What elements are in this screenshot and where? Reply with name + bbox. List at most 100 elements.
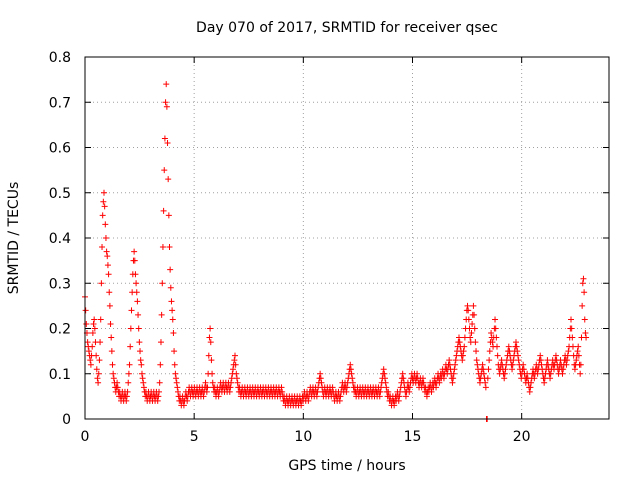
data-point bbox=[168, 298, 175, 305]
data-point bbox=[206, 334, 213, 341]
data-point bbox=[131, 257, 138, 264]
data-point bbox=[156, 379, 163, 386]
data-point bbox=[89, 343, 96, 350]
data-point bbox=[163, 81, 170, 88]
data-point bbox=[433, 384, 440, 391]
x-tick-label: 15 bbox=[404, 429, 422, 445]
data-point bbox=[135, 325, 142, 332]
data-point bbox=[137, 357, 144, 364]
data-point bbox=[451, 366, 458, 373]
data-point bbox=[489, 339, 496, 346]
data-point bbox=[231, 357, 238, 364]
data-point bbox=[565, 348, 572, 355]
data-point bbox=[102, 221, 109, 228]
data-point bbox=[343, 388, 350, 395]
x-tick-label: 0 bbox=[81, 429, 90, 445]
data-point bbox=[101, 203, 108, 210]
data-point bbox=[161, 167, 168, 174]
data-point bbox=[114, 379, 121, 386]
x-tick-label: 5 bbox=[190, 429, 199, 445]
data-point bbox=[207, 325, 214, 332]
data-point bbox=[215, 393, 222, 400]
data-point bbox=[157, 339, 164, 346]
data-point bbox=[209, 370, 216, 377]
data-point bbox=[581, 289, 588, 296]
data-point bbox=[97, 339, 104, 346]
data-point bbox=[452, 361, 459, 368]
data-point bbox=[520, 361, 527, 368]
data-point bbox=[484, 375, 491, 382]
data-point bbox=[436, 379, 443, 386]
y-tick-label: 0.8 bbox=[49, 50, 71, 66]
data-point bbox=[203, 388, 210, 395]
data-point bbox=[106, 302, 113, 309]
data-point bbox=[226, 388, 233, 395]
data-point bbox=[317, 370, 324, 377]
data-point bbox=[468, 330, 475, 337]
data-point bbox=[105, 271, 112, 278]
data-point bbox=[526, 388, 533, 395]
y-tick-label: 0.4 bbox=[49, 231, 71, 247]
data-point bbox=[91, 316, 98, 323]
data-point bbox=[349, 379, 356, 386]
data-point bbox=[459, 357, 466, 364]
data-point bbox=[344, 384, 350, 391]
data-point bbox=[492, 325, 499, 332]
data-point bbox=[172, 370, 179, 377]
data-point bbox=[414, 370, 421, 377]
chart-title: Day 070 of 2017, SRMTID for receiver qse… bbox=[196, 20, 498, 36]
data-point bbox=[165, 176, 172, 183]
data-point bbox=[537, 357, 544, 364]
data-point bbox=[575, 343, 582, 350]
data-point bbox=[128, 307, 135, 314]
data-point bbox=[154, 397, 161, 404]
data-point bbox=[505, 343, 512, 350]
data-point bbox=[138, 361, 145, 368]
y-tick-label: 0.2 bbox=[49, 322, 71, 338]
data-point bbox=[493, 343, 500, 350]
data-point bbox=[227, 384, 234, 391]
data-point bbox=[547, 370, 554, 377]
data-point bbox=[509, 361, 516, 368]
data-point bbox=[163, 103, 170, 110]
data-point bbox=[568, 316, 575, 323]
data-point bbox=[531, 375, 538, 382]
data-point bbox=[579, 280, 586, 287]
data-point bbox=[171, 361, 178, 368]
data-point bbox=[473, 357, 480, 364]
data-point bbox=[107, 320, 114, 327]
data-point bbox=[184, 397, 191, 404]
data-point bbox=[228, 375, 235, 382]
data-point bbox=[233, 370, 240, 377]
data-point bbox=[158, 311, 165, 318]
data-point bbox=[423, 393, 430, 400]
data-point bbox=[383, 384, 390, 391]
data-point bbox=[541, 375, 548, 382]
data-point bbox=[583, 334, 590, 341]
data-point bbox=[347, 366, 354, 373]
data-point bbox=[492, 316, 499, 323]
axis-ticks: 0 5 10 15 20 0 0.1 0.2 0.3 0.4 0.5 0.6 0.7 0.8 bbox=[49, 50, 609, 445]
data-point bbox=[482, 379, 489, 386]
data-point bbox=[202, 379, 209, 386]
data-point bbox=[131, 248, 138, 255]
data-point bbox=[482, 384, 489, 391]
data-point bbox=[498, 357, 505, 364]
y-tick-label: 0.6 bbox=[49, 141, 71, 157]
data-point bbox=[348, 370, 355, 377]
x-tick-label: 10 bbox=[294, 429, 312, 445]
data-point bbox=[465, 316, 472, 323]
data-point bbox=[138, 370, 145, 377]
data-point bbox=[461, 343, 468, 350]
data-point bbox=[471, 311, 478, 318]
data-point bbox=[479, 361, 486, 368]
data-point bbox=[278, 384, 285, 391]
data-point bbox=[527, 384, 534, 391]
data-point bbox=[514, 352, 521, 359]
data-point bbox=[95, 379, 102, 386]
data-point bbox=[465, 307, 472, 314]
data-point bbox=[90, 320, 97, 327]
data-point bbox=[140, 379, 147, 386]
